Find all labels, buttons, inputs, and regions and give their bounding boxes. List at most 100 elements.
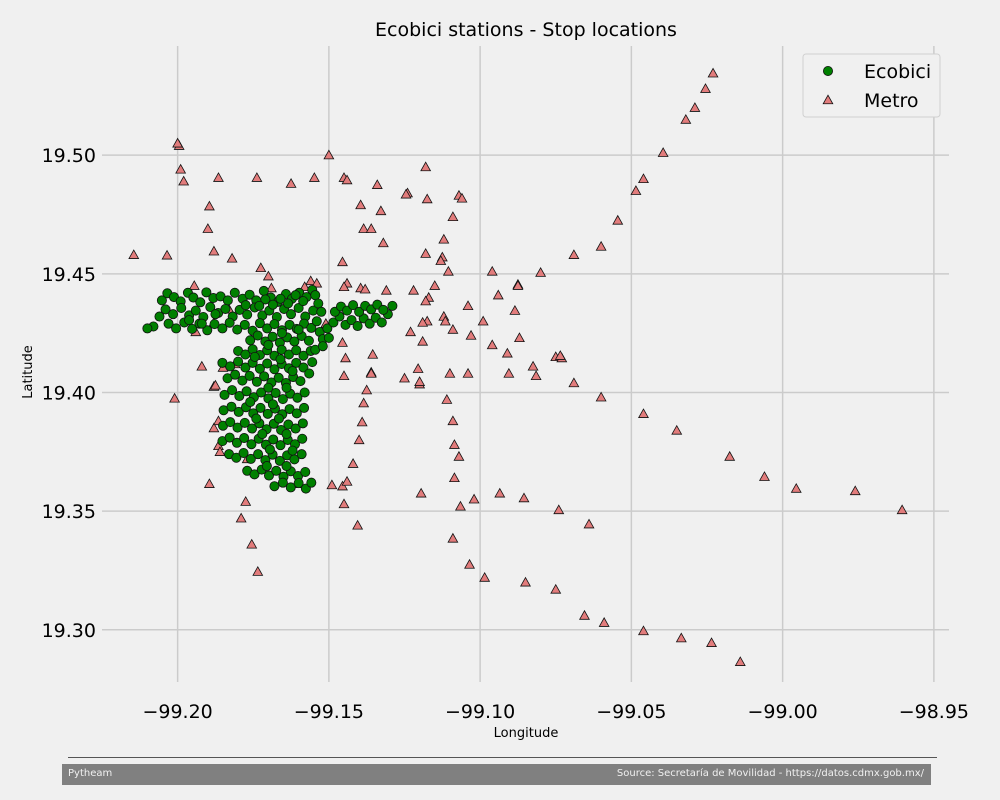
ecobici-point: [286, 309, 297, 320]
metro-point: [417, 316, 429, 327]
tick-labels: −99.20 −99.15 −99.10 −99.05 −99.00 −98.95 19.3…: [42, 145, 969, 723]
ecobici-point: [293, 324, 304, 335]
metro-point: [435, 255, 447, 265]
ecobici-point: [310, 290, 321, 301]
ecobici-point: [297, 418, 308, 429]
ecobici-point: [290, 423, 301, 434]
ecobici-point: [229, 287, 240, 298]
ecobici-point: [231, 437, 242, 448]
ecobici-point: [163, 318, 174, 329]
footer-bar: Pytheam Source: Secretaría de Movilidad …: [62, 764, 931, 785]
ecobici-point: [275, 440, 286, 451]
metro-point: [530, 370, 542, 381]
metro-point: [429, 280, 441, 290]
ecobici-point: [287, 366, 298, 377]
ecobici-point: [284, 404, 295, 415]
ecobici-point: [239, 433, 250, 444]
legend-box: [802, 53, 941, 118]
metro-point: [637, 173, 649, 184]
metro-point: [849, 485, 861, 496]
metro-point: [465, 329, 477, 340]
ecobici-point: [299, 387, 310, 398]
metro-point: [444, 367, 456, 378]
metro-point: [468, 493, 480, 504]
ecobici-point: [298, 296, 309, 307]
metro-point: [637, 625, 649, 636]
ecobici-point: [298, 362, 309, 373]
metro-point: [399, 372, 410, 383]
metro-point: [758, 471, 770, 481]
y-tick-label: 19.30: [42, 620, 96, 642]
ecobici-point: [311, 316, 322, 327]
metro-point: [172, 137, 184, 148]
ecobici-point: [210, 309, 221, 320]
metro-point: [612, 214, 624, 225]
ecobici-point: [262, 323, 273, 334]
footer-credit: Pytheam: [68, 768, 113, 779]
metro-point: [657, 147, 669, 157]
metro-point: [464, 558, 476, 569]
metro-point: [377, 237, 389, 248]
metro-point: [323, 149, 335, 160]
metro-point: [246, 538, 258, 549]
metro-point: [637, 408, 649, 418]
ecobici-point: [291, 345, 302, 356]
ecobici-point: [287, 445, 298, 456]
x-tick-label: −98.95: [899, 701, 969, 723]
ecobici-point: [262, 408, 273, 419]
metro-point: [400, 188, 412, 199]
metro-point: [340, 352, 351, 363]
metro-point: [630, 185, 642, 195]
ecobici-point: [225, 361, 236, 372]
x-tick-label: −99.20: [142, 701, 212, 723]
metro-point: [579, 609, 590, 620]
ecobici-point: [291, 408, 302, 419]
metro-point: [380, 284, 392, 295]
ecobici-point: [220, 303, 231, 314]
metro-point: [196, 360, 208, 371]
metro-point: [326, 479, 338, 490]
y-tick-label: 19.35: [42, 501, 96, 523]
metro-point: [734, 656, 746, 666]
metro-point: [492, 289, 504, 300]
ecobici-point: [259, 371, 270, 382]
metro-point: [421, 193, 433, 204]
ecobici-point: [205, 302, 216, 313]
ecobici-point: [267, 399, 278, 410]
ecobici-point: [227, 385, 238, 396]
ecobici-point: [275, 354, 286, 365]
metro-point: [520, 576, 531, 587]
metro-point: [535, 267, 547, 277]
ecobici-point: [202, 325, 213, 336]
ecobici-point: [313, 298, 324, 309]
ecobici-point: [225, 417, 236, 428]
metro-point: [405, 326, 417, 337]
metro-point: [456, 192, 468, 203]
metro-point: [447, 415, 459, 426]
metro-point: [212, 172, 224, 182]
metro-point: [707, 67, 719, 78]
ecobici-point: [187, 323, 198, 334]
ecobici-point: [249, 469, 260, 480]
ecobici-point: [232, 324, 243, 335]
metro-point: [414, 376, 426, 386]
metro-point: [202, 223, 214, 233]
metro-point: [169, 392, 181, 403]
metro-point: [408, 284, 420, 295]
ecobici-point: [251, 376, 262, 387]
ecobici-point: [296, 449, 307, 460]
metro-point: [209, 379, 221, 390]
ecobici-point: [233, 406, 244, 417]
ecobici-point: [290, 290, 301, 301]
metro-point: [311, 277, 323, 288]
ecobici-point: [387, 300, 398, 311]
ecobici-point: [262, 358, 273, 369]
metro-point: [203, 478, 215, 488]
metro-point: [675, 632, 687, 643]
metro-point: [439, 315, 451, 326]
metro-point: [338, 370, 350, 381]
metro-point: [337, 337, 348, 347]
metro-point: [353, 434, 365, 445]
metro-point: [527, 360, 539, 371]
